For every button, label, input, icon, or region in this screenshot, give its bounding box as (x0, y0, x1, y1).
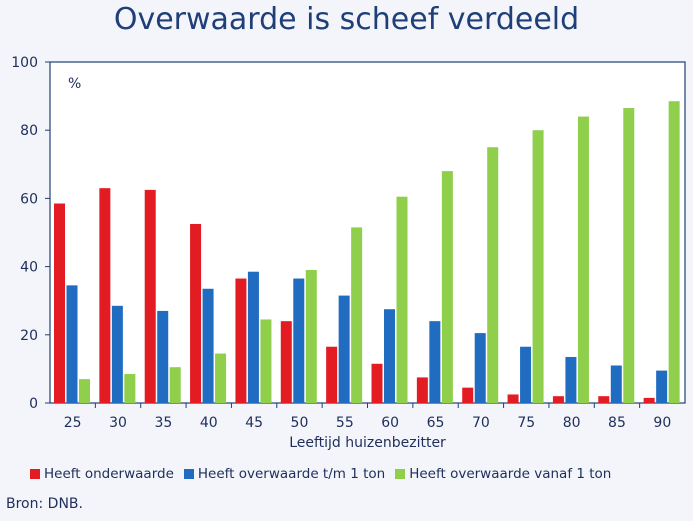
x-tick-label: 90 (653, 415, 671, 431)
x-tick-label: 55 (336, 415, 354, 431)
bar-overwaarde-tm-1-ton (339, 296, 350, 403)
bar-overwaarde-vanaf-1-ton (487, 147, 498, 403)
bar-onderwaarde (598, 396, 609, 403)
bar-chart: 0 20 40 60 80 100% 25 30 35 40 45 50 55 60 65 70 75 80 85 9… (0, 0, 693, 521)
x-tick-label: 45 (245, 415, 263, 431)
legend-label: Heeft overwaarde t/m 1 ton (198, 466, 385, 482)
x-tick-label: 50 (291, 415, 309, 431)
bar-onderwaarde (508, 394, 519, 403)
y-tick-label: 100 (11, 55, 38, 71)
x-tick-label: 35 (154, 415, 172, 431)
bar-overwaarde-tm-1-ton (520, 347, 531, 403)
bar-onderwaarde (462, 388, 473, 403)
bar-overwaarde-vanaf-1-ton (442, 171, 453, 403)
unit-label: % (68, 76, 81, 92)
bar-overwaarde-vanaf-1-ton (124, 374, 135, 403)
x-tick-label: 30 (109, 415, 127, 431)
bar-onderwaarde (235, 279, 246, 403)
y-tick-label: 0 (29, 396, 38, 412)
bar-overwaarde-tm-1-ton (293, 279, 304, 403)
bar-overwaarde-vanaf-1-ton (79, 379, 90, 403)
bar-overwaarde-tm-1-ton (475, 333, 486, 403)
y-tick-label: 60 (20, 191, 38, 207)
legend: Heeft onderwaarde Heeft overwaarde t/m 1… (30, 466, 611, 482)
legend-swatch-blue (184, 469, 194, 479)
bar-overwaarde-vanaf-1-ton (669, 101, 680, 403)
bar-overwaarde-tm-1-ton (203, 289, 214, 403)
bar-overwaarde-vanaf-1-ton (533, 130, 544, 403)
x-tick-label: 70 (472, 415, 490, 431)
bar-overwaarde-vanaf-1-ton (215, 354, 226, 403)
x-tick-label: 75 (517, 415, 535, 431)
bar-overwaarde-vanaf-1-ton (578, 117, 589, 403)
bar-overwaarde-tm-1-ton (384, 309, 395, 403)
bar-onderwaarde (190, 224, 201, 403)
legend-label: Heeft overwaarde vanaf 1 ton (409, 466, 611, 482)
bar-onderwaarde (54, 204, 65, 403)
bar-overwaarde-tm-1-ton (157, 311, 168, 403)
x-tick-label: 40 (200, 415, 218, 431)
bar-overwaarde-vanaf-1-ton (397, 197, 408, 403)
y-tick-label: 80 (20, 123, 38, 139)
bar-onderwaarde (145, 190, 156, 403)
bar-overwaarde-vanaf-1-ton (260, 319, 271, 403)
bar-onderwaarde (99, 188, 110, 403)
legend-item-overwaarde-vanaf-1-ton: Heeft overwaarde vanaf 1 ton (395, 466, 611, 482)
bar-overwaarde-vanaf-1-ton (170, 367, 181, 403)
x-tick-label: 25 (64, 415, 82, 431)
bar-overwaarde-tm-1-ton (429, 321, 440, 403)
bar-onderwaarde (417, 377, 428, 403)
legend-swatch-green (395, 469, 405, 479)
legend-label: Heeft onderwaarde (44, 466, 174, 482)
x-tick-label: 65 (427, 415, 445, 431)
bar-overwaarde-vanaf-1-ton (623, 108, 634, 403)
x-axis-label: Leeftijd huizenbezitter (289, 435, 446, 451)
source-note: Bron: DNB. (6, 496, 83, 512)
bar-overwaarde-tm-1-ton (565, 357, 576, 403)
legend-item-onderwaarde: Heeft onderwaarde (30, 466, 174, 482)
bar-overwaarde-vanaf-1-ton (351, 227, 362, 403)
legend-item-overwaarde-tm-1-ton: Heeft overwaarde t/m 1 ton (184, 466, 385, 482)
x-tick-label: 60 (381, 415, 399, 431)
bar-overwaarde-tm-1-ton (656, 371, 667, 403)
y-tick-label: 20 (20, 328, 38, 344)
y-tick-label: 40 (20, 260, 38, 276)
bar-onderwaarde (281, 321, 292, 403)
bar-overwaarde-tm-1-ton (248, 272, 259, 403)
legend-swatch-red (30, 469, 40, 479)
bar-overwaarde-tm-1-ton (67, 285, 78, 403)
bar-overwaarde-tm-1-ton (112, 306, 123, 403)
bar-onderwaarde (644, 398, 655, 403)
bar-onderwaarde (326, 347, 337, 403)
x-tick-label: 80 (563, 415, 581, 431)
bar-onderwaarde (553, 396, 564, 403)
bar-overwaarde-tm-1-ton (611, 365, 622, 403)
bar-onderwaarde (372, 364, 383, 403)
bar-overwaarde-vanaf-1-ton (306, 270, 317, 403)
x-tick-label: 85 (608, 415, 626, 431)
